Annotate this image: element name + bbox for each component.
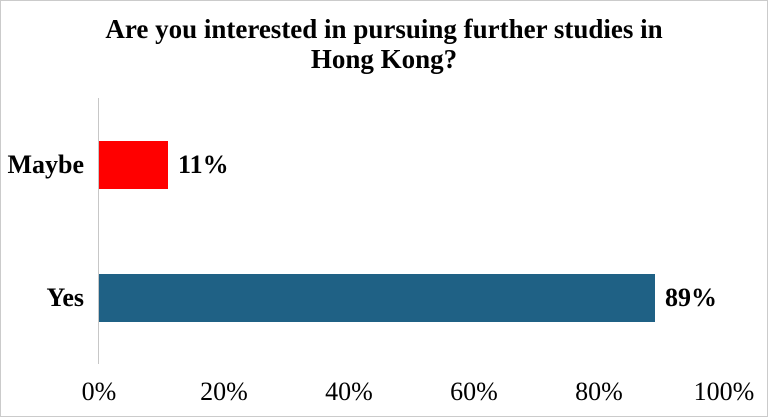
chart-title-line1: Are you interested in pursuing further s… — [105, 14, 663, 44]
x-tick-label-60: 60% — [450, 377, 498, 406]
x-tick-label-40: 40% — [325, 377, 373, 406]
chart-title-line2: Hong Kong? — [310, 44, 458, 74]
x-tick-label-0: 0% — [81, 377, 117, 406]
category-axis-line — [98, 98, 99, 364]
bar-yes — [99, 274, 655, 322]
x-tick-label-100: 100% — [693, 377, 755, 406]
value-label-yes: 89% — [665, 283, 717, 312]
value-label-maybe: 11% — [178, 150, 229, 179]
category-label-maybe: Maybe — [7, 150, 84, 179]
x-tick-label-20: 20% — [200, 377, 248, 406]
x-tick-label-80: 80% — [575, 377, 623, 406]
chart-title: Are you interested in pursuing further s… — [1, 14, 767, 74]
category-label-yes: Yes — [46, 283, 84, 312]
bar-maybe — [99, 141, 168, 189]
